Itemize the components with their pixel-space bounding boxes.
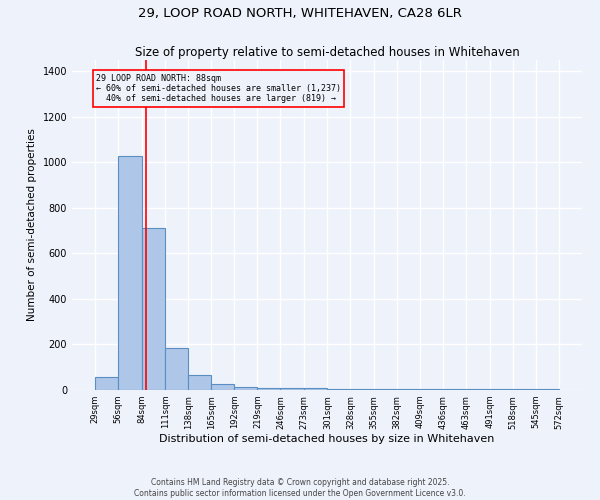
Bar <box>513 389 536 390</box>
Bar <box>142 228 165 390</box>
Text: 29, LOOP ROAD NORTH, WHITEHAVEN, CA28 6LR: 29, LOOP ROAD NORTH, WHITEHAVEN, CA28 6L… <box>138 8 462 20</box>
Bar <box>304 388 328 390</box>
Bar <box>95 378 118 390</box>
Bar <box>350 389 374 390</box>
Bar <box>188 375 211 390</box>
Bar <box>235 386 257 390</box>
X-axis label: Distribution of semi-detached houses by size in Whitehaven: Distribution of semi-detached houses by … <box>160 434 494 444</box>
Bar <box>536 389 559 390</box>
Bar <box>165 348 188 390</box>
Bar <box>280 388 304 390</box>
Bar <box>466 389 490 390</box>
Bar <box>443 389 466 390</box>
Y-axis label: Number of semi-detached properties: Number of semi-detached properties <box>27 128 37 322</box>
Bar <box>328 389 350 390</box>
Text: Contains HM Land Registry data © Crown copyright and database right 2025.
Contai: Contains HM Land Registry data © Crown c… <box>134 478 466 498</box>
Text: 29 LOOP ROAD NORTH: 88sqm
← 60% of semi-detached houses are smaller (1,237)
  40: 29 LOOP ROAD NORTH: 88sqm ← 60% of semi-… <box>96 74 341 104</box>
Bar <box>257 388 280 390</box>
Bar <box>397 389 419 390</box>
Bar <box>374 389 397 390</box>
Bar <box>419 389 443 390</box>
Title: Size of property relative to semi-detached houses in Whitehaven: Size of property relative to semi-detach… <box>134 46 520 59</box>
Bar <box>490 389 513 390</box>
Bar <box>118 156 142 390</box>
Bar <box>211 384 235 390</box>
